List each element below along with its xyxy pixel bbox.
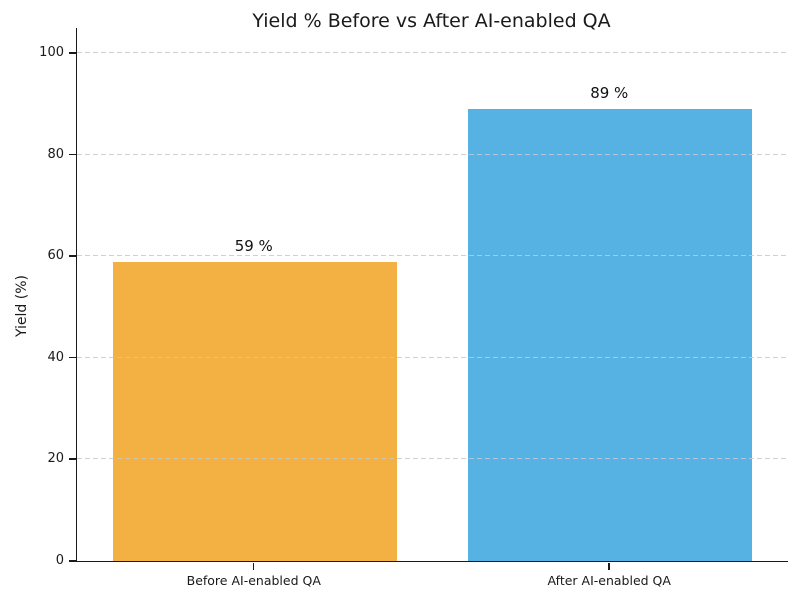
gridline-100 [77,52,788,54]
plot-area [76,28,788,562]
bar-value-label-0: 59 % [234,236,273,255]
x-tick-mark-1 [608,562,610,570]
bar-value-label-1: 89 % [590,84,629,103]
y-tick-mark-40 [69,356,76,359]
y-tick-label-40: 40 [47,349,64,365]
y-tick-mark-60 [69,255,76,257]
gridline-80 [77,153,788,155]
x-tick-label-0: Before AI-enabled QA [186,573,321,588]
bar-0 [112,261,397,561]
x-tick-label-1: After AI-enabled QA [547,573,671,588]
y-tick-mark-100 [69,52,76,54]
y-tick-label-80: 80 [47,146,64,162]
y-tick-mark-0 [69,560,76,562]
y-tick-label-20: 20 [47,451,64,467]
y-tick-mark-80 [69,153,76,156]
gridline-40 [77,356,788,358]
chart-title: Yield % Before vs After AI-enabled QA [252,10,611,32]
y-tick-label-60: 60 [47,248,64,264]
y-tick-label-0: 0 [55,553,64,568]
y-tick-label-100: 100 [39,45,64,61]
y-tick-mark-20 [69,458,76,460]
y-axis-label: Yield (%) [14,274,30,338]
x-tick-mark-0 [252,562,255,570]
gridline-20 [77,458,788,460]
gridline-60 [77,255,788,257]
bar-1 [468,109,753,561]
